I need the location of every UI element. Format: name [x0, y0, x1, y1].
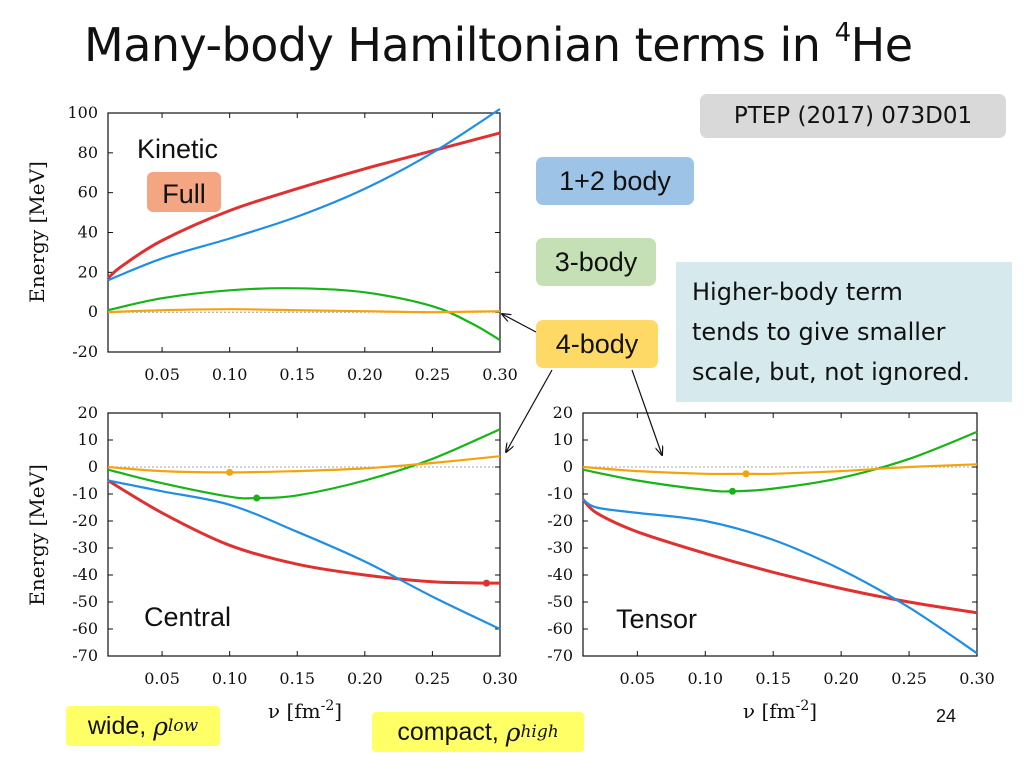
- wide-label: wide, ρ low: [66, 706, 220, 746]
- central-ytick-label: -20: [72, 511, 98, 530]
- central-marker-3-body: [253, 494, 261, 502]
- central-xtick-label: 0.05: [144, 669, 180, 688]
- full-badge: Full: [162, 179, 206, 209]
- kinetic-xtick-label: 0.15: [279, 365, 315, 384]
- central-ytick-label: -70: [72, 646, 98, 665]
- rho-symbol: ρ: [153, 711, 168, 741]
- page-title: Many-body Hamiltonian terms in 4He: [84, 18, 913, 72]
- kinetic-xtick-label: 0.05: [144, 365, 180, 384]
- central-ytick-label: -30: [72, 538, 98, 557]
- central-xtick-label: 0.20: [347, 669, 383, 688]
- note-line: tends to give smaller: [692, 318, 946, 346]
- page-number: 24: [936, 706, 957, 726]
- kinetic-panel-label: Kinetic: [137, 134, 218, 164]
- tensor-ytick-label: -10: [547, 484, 573, 503]
- central-xtick-label: 0.10: [212, 669, 248, 688]
- tensor-xtick-label: 0.05: [620, 669, 656, 688]
- central-ytick-label: -40: [72, 565, 98, 584]
- kinetic-ytick-label: 80: [78, 143, 98, 162]
- central-plot-frame: [107, 412, 501, 657]
- note-box: Higher-body term tends to give smaller s…: [676, 262, 1012, 402]
- kinetic-series-full: [106, 131, 501, 280]
- central-series-3-body: [107, 428, 501, 500]
- tensor-xtick-label: 0.30: [959, 669, 995, 688]
- tensor-ytick-label: -60: [547, 619, 573, 638]
- arrow-to-central: [506, 369, 553, 452]
- central-ylabel: Energy [MeV]: [25, 464, 49, 606]
- legend-4-body: 4-body: [536, 320, 658, 368]
- reference-badge: PTEP (2017) 073D01: [700, 94, 1006, 138]
- central-ytick-label: -60: [72, 619, 98, 638]
- rho-subscript-low: low: [167, 716, 199, 736]
- tensor-plot-frame: [582, 412, 978, 657]
- central-xlabel: ν [fm-2]: [268, 698, 342, 723]
- central-series-1-2-body: [107, 479, 501, 630]
- tensor-ytick-label: -50: [547, 592, 573, 611]
- tensor-xtick-label: 0.15: [755, 669, 791, 688]
- tensor-ytick-label: 20: [553, 403, 573, 422]
- kinetic-series-1-2-body: [107, 108, 501, 282]
- compact-label: compact, ρ high: [372, 712, 584, 752]
- kinetic-ytick-label: 0: [88, 302, 98, 321]
- kinetic-xtick-label: 0.20: [347, 365, 383, 384]
- kinetic-series-3-body: [107, 287, 501, 342]
- tensor-ytick-label: 10: [553, 430, 573, 449]
- central-ytick-label: 20: [78, 403, 98, 422]
- central-ytick-label: 0: [88, 457, 98, 476]
- tensor-marker-4-body: [742, 470, 750, 478]
- tensor-ytick-label: -70: [547, 646, 573, 665]
- tensor-xtick-label: 0.25: [891, 669, 927, 688]
- rho-subscript-high: high: [520, 722, 559, 742]
- kinetic-xtick-label: 0.25: [415, 365, 451, 384]
- compact-text: compact,: [397, 717, 499, 746]
- wide-text: wide,: [87, 711, 147, 740]
- central-series-4-body: [107, 455, 501, 474]
- legend-1-2-body: 1+2 body: [536, 157, 694, 205]
- arrow-to-kinetic: [502, 314, 537, 333]
- title-main: Many-body Hamiltonian terms in: [84, 18, 835, 72]
- kinetic-xtick-label: 0.10: [212, 365, 248, 384]
- title-superscript: 4: [834, 17, 852, 48]
- tensor-series-1-2-body: [582, 498, 978, 655]
- tensor-series-4-body: [582, 463, 978, 476]
- central-marker-4-body: [226, 468, 234, 476]
- tensor-ytick-label: -40: [547, 565, 573, 584]
- tensor-xlabel: ν [fm-2]: [743, 698, 817, 723]
- kinetic-ylabel: Energy [MeV]: [25, 161, 49, 303]
- central-xtick-label: 0.30: [482, 669, 518, 688]
- tensor-series-full: [581, 498, 978, 615]
- central-marker-full: [482, 579, 490, 587]
- rho-symbol: ρ: [505, 717, 521, 747]
- tensor-series-3-body: [582, 430, 978, 493]
- tensor-ytick-label: -20: [547, 511, 573, 530]
- kinetic-ytick-label: -20: [72, 342, 98, 361]
- tensor-xtick-label: 0.10: [687, 669, 723, 688]
- tensor-ytick-label: -30: [547, 538, 573, 557]
- kinetic-ytick-label: 20: [78, 262, 98, 281]
- central-ytick-label: -50: [72, 592, 98, 611]
- central-panel-label: Central: [144, 602, 231, 632]
- legend-3-body: 3-body: [536, 238, 656, 286]
- arrow-to-tensor: [631, 369, 662, 455]
- kinetic-ytick-label: 40: [78, 223, 98, 242]
- central-ytick-label: 10: [78, 430, 98, 449]
- tensor-marker-3-body: [728, 487, 736, 495]
- kinetic-ytick-label: 60: [78, 183, 98, 202]
- tensor-ytick-label: 0: [563, 457, 573, 476]
- central-xtick-label: 0.15: [279, 669, 315, 688]
- kinetic-ytick-label: 100: [67, 103, 98, 122]
- kinetic-series-4-body: [107, 308, 501, 314]
- full-badge-bg: [147, 172, 221, 212]
- kinetic-xtick-label: 0.30: [482, 365, 518, 384]
- central-series-full: [107, 479, 501, 585]
- note-line: scale, but, not ignored.: [692, 358, 970, 386]
- note-line: Higher-body term: [692, 278, 903, 306]
- tensor-xtick-label: 0.20: [823, 669, 859, 688]
- title-end: He: [850, 18, 913, 72]
- central-xtick-label: 0.25: [415, 669, 451, 688]
- central-ytick-label: -10: [72, 484, 98, 503]
- tensor-panel-label: Tensor: [616, 604, 697, 634]
